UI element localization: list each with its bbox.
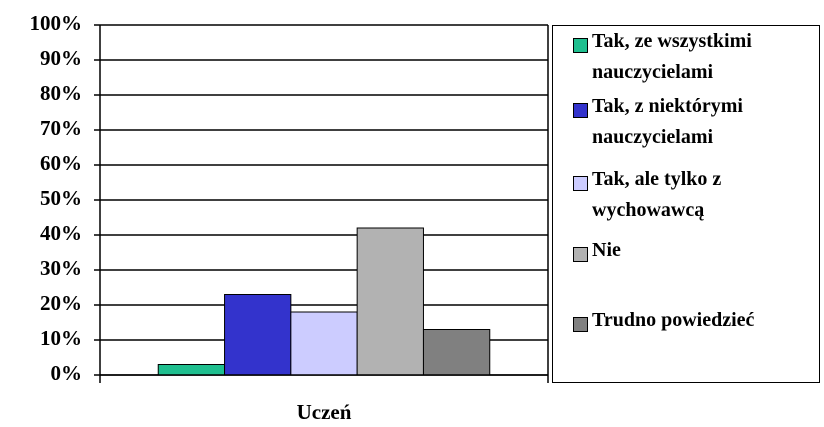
- legend-label: Trudno powiedzieć: [592, 309, 755, 331]
- bar: [157, 364, 226, 376]
- bar: [224, 294, 292, 376]
- legend-label: Tak, ze wszystkimi nauczycielami: [592, 30, 752, 83]
- legend-swatch: [573, 247, 588, 262]
- legend-label: Tak, ale tylko z wychowawcą: [592, 168, 722, 221]
- legend-item: Tak, ale tylko z wychowawcą: [573, 168, 813, 226]
- y-tick-label: 0%: [51, 361, 83, 385]
- y-tick-label: 100%: [30, 11, 83, 35]
- bar: [356, 227, 424, 376]
- y-tick-label: 10%: [40, 326, 82, 350]
- y-tick-label: 50%: [40, 186, 82, 210]
- y-tick-label: 20%: [40, 291, 82, 315]
- legend-swatch: [573, 38, 588, 53]
- legend-swatch: [573, 317, 588, 332]
- legend-label: Tak, z niektórymi nauczycielami: [592, 95, 743, 148]
- x-tick-label: Uczeń: [297, 400, 352, 424]
- legend-item: Tak, ze wszystkimi nauczycielami: [573, 30, 813, 88]
- legend-swatch: [573, 176, 588, 191]
- legend-item: Nie: [573, 239, 813, 266]
- legend-item: Trudno powiedzieć: [573, 309, 813, 336]
- bar: [422, 329, 491, 376]
- y-tick-label: 60%: [40, 151, 82, 175]
- y-tick-label: 70%: [40, 116, 82, 140]
- y-tick-label: 80%: [40, 81, 82, 105]
- legend-label: Nie: [592, 239, 621, 261]
- bar: [290, 311, 358, 376]
- y-tick-label: 90%: [40, 46, 82, 70]
- legend: Tak, ze wszystkimi nauczycielami Tak, z n…: [552, 25, 820, 383]
- y-tick-label: 40%: [40, 221, 82, 245]
- y-tick-label: 30%: [40, 256, 82, 280]
- legend-item: Tak, z niektórymi nauczycielami: [573, 95, 813, 153]
- legend-swatch: [573, 103, 588, 118]
